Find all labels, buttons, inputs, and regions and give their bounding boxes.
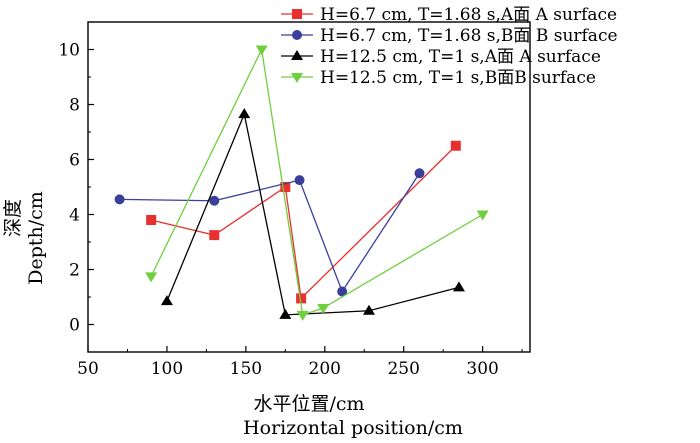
data-point	[452, 281, 465, 292]
y-axis-title-cn: 深度	[2, 199, 24, 237]
data-point	[114, 194, 125, 205]
x-tick-label: 200	[309, 359, 341, 379]
series-line	[150, 145, 457, 300]
data-point	[209, 195, 220, 206]
data-point	[238, 108, 251, 119]
x-tick-label: 300	[466, 359, 498, 379]
data-point	[146, 215, 157, 225]
legend-entry-2: H=6.7 cm, T=1.68 s,B面 B surface	[281, 26, 618, 46]
legend-entry-4: H=12.5 cm, T=1 s,B面B surface	[281, 68, 596, 88]
data-point	[255, 45, 268, 56]
legend-entry-3: H=12.5 cm, T=1 s,A面 A surface	[281, 47, 601, 67]
y-tick-label: 8	[69, 96, 80, 116]
data-point	[145, 272, 158, 283]
y-tick-label: 0	[69, 316, 80, 336]
data-point	[294, 175, 305, 186]
data-point	[296, 310, 309, 321]
legend-marker	[292, 30, 302, 40]
x-tick-label: 250	[387, 359, 419, 379]
data-point	[414, 168, 425, 179]
series-layer	[114, 45, 489, 321]
series-4	[145, 45, 489, 321]
x-tick-label: 100	[151, 359, 183, 379]
series-line	[150, 47, 483, 316]
y-tick-label: 2	[69, 261, 80, 281]
legend-marker	[291, 50, 303, 60]
data-point	[476, 210, 489, 221]
y-tick-label: 4	[69, 206, 80, 226]
series-2	[114, 168, 425, 297]
data-point	[317, 304, 330, 314]
data-point	[280, 182, 291, 192]
data-point	[296, 293, 307, 304]
data-point	[209, 230, 220, 241]
data-point	[337, 286, 348, 297]
series-line	[119, 172, 421, 293]
series-3	[160, 108, 465, 319]
y-tick-label: 6	[69, 151, 80, 171]
legend-label: H=6.7 cm, T=1.68 s,A面 A surface	[320, 5, 617, 25]
series-1	[146, 140, 461, 304]
x-tick-label: 150	[230, 359, 262, 379]
y-tick-label: 10	[58, 41, 80, 61]
legend-marker	[292, 9, 302, 19]
data-point	[362, 304, 375, 315]
data-point	[450, 140, 461, 151]
axis-ticks: 50 100 150 200 250 300 0 2 4 6 8 10	[58, 41, 523, 379]
legend-label: H=12.5 cm, T=1 s,B面B surface	[320, 68, 596, 88]
legend-label: H=12.5 cm, T=1 s,A面 A surface	[320, 47, 601, 67]
x-tick-label: 50	[77, 359, 99, 379]
x-axis-title-en: Horizontal position/cm	[243, 417, 463, 439]
data-point	[279, 308, 292, 319]
data-point	[160, 295, 173, 306]
legend-entry-1: H=6.7 cm, T=1.68 s,A面 A surface	[281, 5, 617, 25]
x-axis-title-cn: 水平位置/cm	[253, 393, 364, 415]
legend-label: H=6.7 cm, T=1.68 s,B面 B surface	[320, 26, 618, 46]
legend-marker	[291, 73, 303, 83]
y-axis-title-en: Depth/cm	[25, 191, 47, 285]
